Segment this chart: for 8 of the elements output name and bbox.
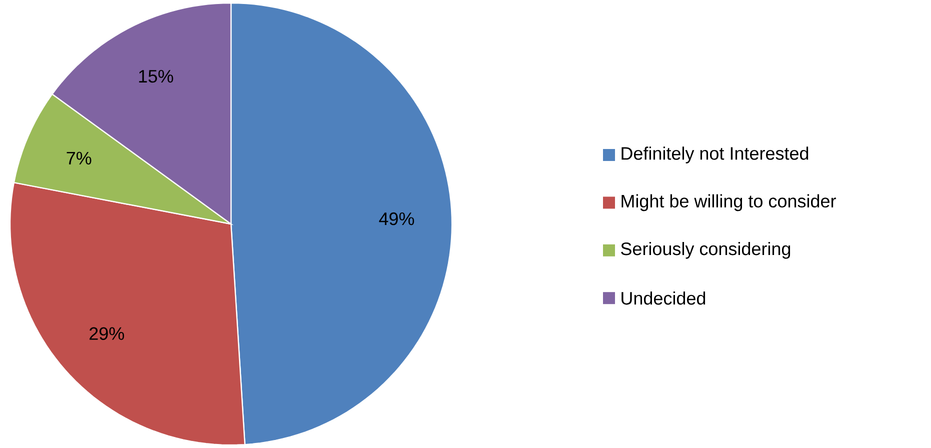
legend-label: Undecided bbox=[622, 291, 706, 305]
legend-label: Might be willing to consider bbox=[622, 194, 836, 212]
data-label: 7% bbox=[66, 152, 92, 164]
data-label: 29% bbox=[90, 327, 124, 340]
data-label: 49% bbox=[379, 212, 414, 226]
legend-label: Definitely not Interested bbox=[622, 146, 808, 164]
data-label: 15% bbox=[139, 70, 174, 83]
legend-label: Seriously considering bbox=[621, 242, 790, 259]
